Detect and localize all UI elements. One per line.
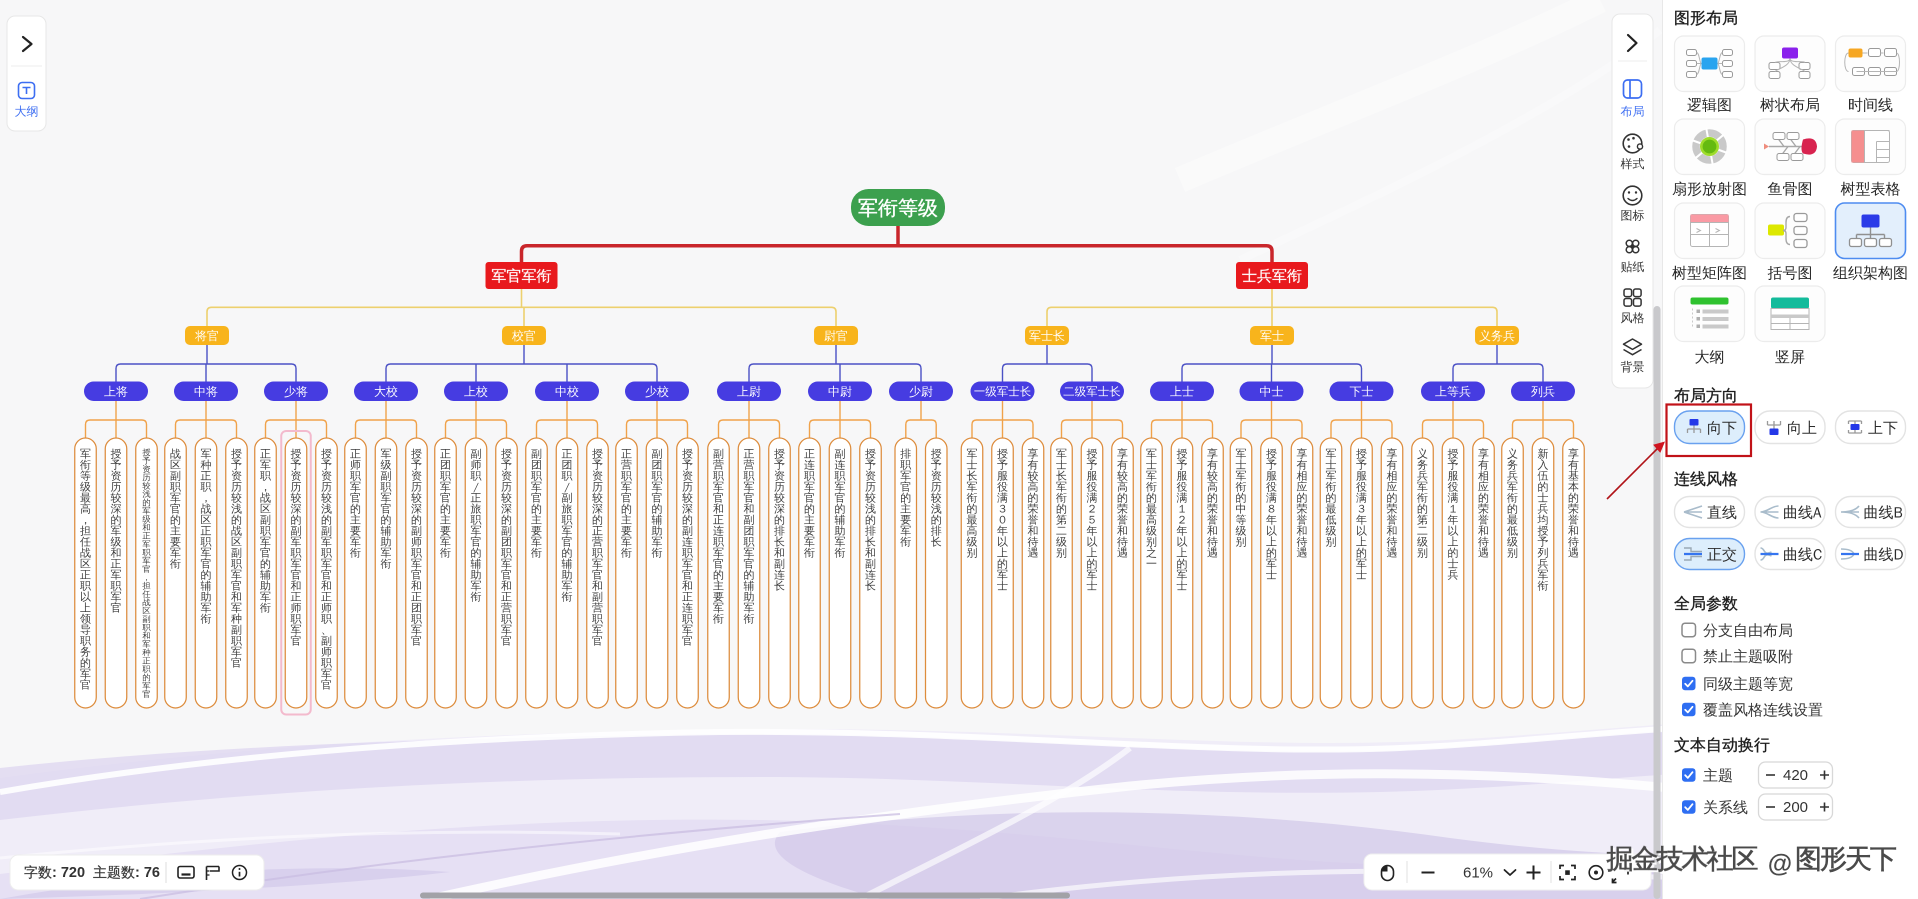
svg-text:@: @ bbox=[1770, 852, 1794, 880]
svg-text:420: 420 bbox=[1783, 767, 1808, 784]
svg-text:: 720: : 720 bbox=[52, 865, 85, 881]
svg-text:61%: 61% bbox=[1463, 865, 1493, 882]
svg-text:@: @ bbox=[1768, 850, 1792, 878]
svg-text:: 76: : 76 bbox=[135, 865, 160, 881]
svg-text:200: 200 bbox=[1783, 799, 1808, 816]
